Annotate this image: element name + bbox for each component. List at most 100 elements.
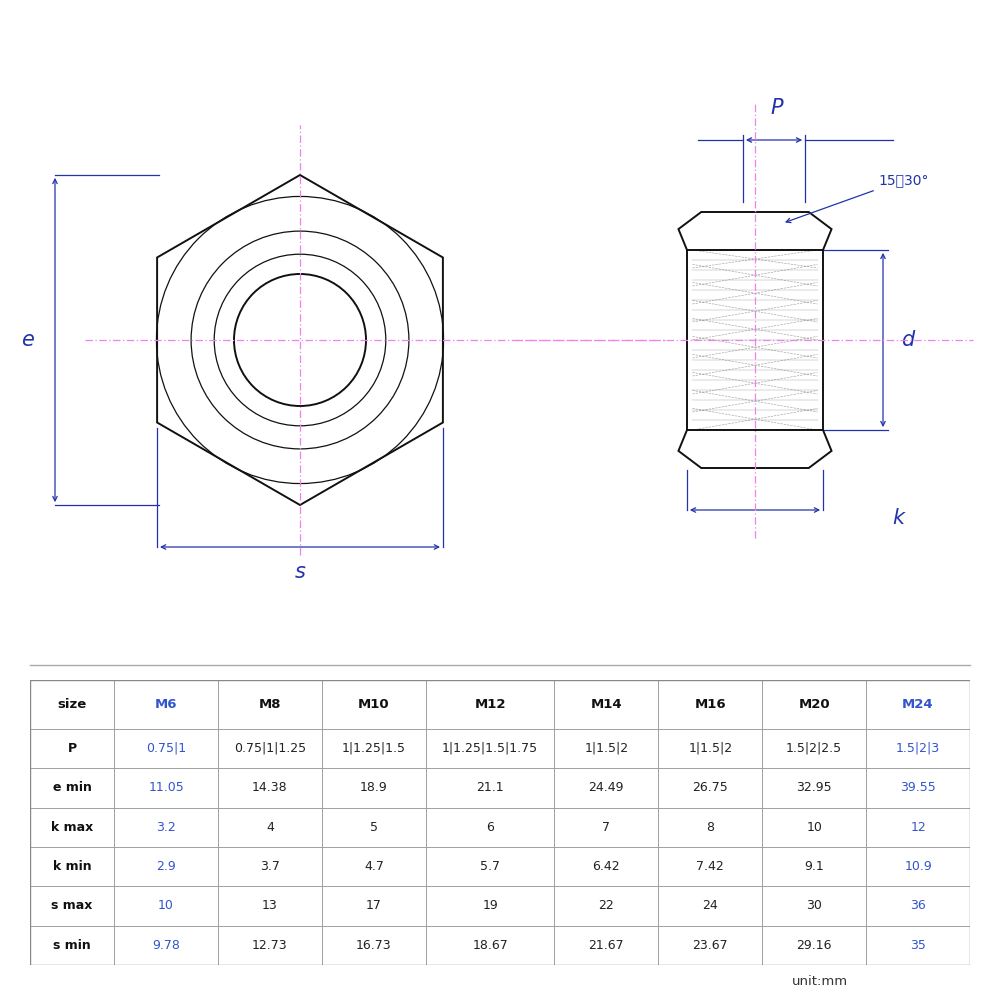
Text: 30: 30 xyxy=(806,899,822,912)
Bar xyxy=(554,729,658,768)
Text: e: e xyxy=(21,330,33,350)
Text: 1|1.25|1.5|1.75: 1|1.25|1.5|1.75 xyxy=(442,742,538,755)
Text: size: size xyxy=(57,698,87,711)
Bar xyxy=(114,808,218,847)
Bar xyxy=(762,729,866,768)
Text: P: P xyxy=(771,98,783,118)
Bar xyxy=(426,926,554,965)
Text: 0.75|1: 0.75|1 xyxy=(146,742,186,755)
Bar xyxy=(322,729,426,768)
Bar xyxy=(762,768,866,808)
Bar xyxy=(322,886,426,926)
Bar xyxy=(30,808,114,847)
Text: M10: M10 xyxy=(358,698,390,711)
Text: 18.67: 18.67 xyxy=(472,939,508,952)
Text: 6.42: 6.42 xyxy=(593,860,620,873)
Bar xyxy=(30,847,114,886)
Bar xyxy=(762,680,866,729)
Bar xyxy=(114,768,218,808)
Bar xyxy=(114,926,218,965)
Bar xyxy=(658,808,762,847)
Bar xyxy=(866,808,970,847)
Bar xyxy=(554,680,658,729)
Text: 9.78: 9.78 xyxy=(152,939,180,952)
Text: 32.95: 32.95 xyxy=(796,781,832,794)
Bar xyxy=(658,926,762,965)
Text: 19: 19 xyxy=(482,899,498,912)
Text: 11.05: 11.05 xyxy=(148,781,184,794)
Text: 24: 24 xyxy=(702,899,718,912)
Text: 17: 17 xyxy=(366,899,382,912)
Text: P: P xyxy=(67,742,77,755)
Text: s min: s min xyxy=(53,939,91,952)
Bar xyxy=(866,926,970,965)
Bar xyxy=(30,926,114,965)
Text: 12.73: 12.73 xyxy=(252,939,288,952)
Text: M6: M6 xyxy=(155,698,177,711)
Text: 39.55: 39.55 xyxy=(900,781,936,794)
Bar xyxy=(426,886,554,926)
Bar xyxy=(554,847,658,886)
Text: 7: 7 xyxy=(602,821,610,834)
Text: 10.9: 10.9 xyxy=(904,860,932,873)
Text: 22: 22 xyxy=(598,899,614,912)
Text: e min: e min xyxy=(53,781,91,794)
Bar xyxy=(658,847,762,886)
Bar xyxy=(30,680,114,729)
Text: 2.9: 2.9 xyxy=(156,860,176,873)
Bar xyxy=(554,926,658,965)
Bar xyxy=(866,768,970,808)
Text: 13: 13 xyxy=(262,899,278,912)
Text: M12: M12 xyxy=(474,698,506,711)
Bar xyxy=(426,729,554,768)
Bar xyxy=(762,808,866,847)
Bar xyxy=(218,847,322,886)
Bar xyxy=(218,729,322,768)
Text: 24.49: 24.49 xyxy=(589,781,624,794)
Text: M14: M14 xyxy=(591,698,622,711)
Text: d: d xyxy=(901,330,915,350)
Text: M20: M20 xyxy=(798,698,830,711)
Bar xyxy=(322,680,426,729)
Text: 9.1: 9.1 xyxy=(804,860,824,873)
Bar xyxy=(322,768,426,808)
Bar xyxy=(114,729,218,768)
Bar xyxy=(866,680,970,729)
Bar xyxy=(554,768,658,808)
Text: 10: 10 xyxy=(158,899,174,912)
Text: 18.9: 18.9 xyxy=(360,781,388,794)
Bar xyxy=(866,886,970,926)
Bar xyxy=(658,768,762,808)
Bar xyxy=(322,926,426,965)
Bar xyxy=(114,847,218,886)
Bar xyxy=(426,680,554,729)
Bar xyxy=(218,768,322,808)
Text: 5.7: 5.7 xyxy=(480,860,500,873)
Text: 36: 36 xyxy=(910,899,926,912)
Text: M24: M24 xyxy=(902,698,934,711)
Text: M8: M8 xyxy=(259,698,281,711)
Bar xyxy=(658,680,762,729)
Text: 5: 5 xyxy=(370,821,378,834)
Bar xyxy=(762,886,866,926)
Text: 4: 4 xyxy=(266,821,274,834)
Bar xyxy=(762,926,866,965)
Bar xyxy=(30,729,114,768)
Text: 29.16: 29.16 xyxy=(796,939,832,952)
Text: 0.75|1|1.25: 0.75|1|1.25 xyxy=(234,742,306,755)
Bar xyxy=(218,680,322,729)
Bar xyxy=(658,886,762,926)
Text: k min: k min xyxy=(53,860,91,873)
Text: 23.67: 23.67 xyxy=(692,939,728,952)
Text: M16: M16 xyxy=(694,698,726,711)
Text: 35: 35 xyxy=(910,939,926,952)
Bar xyxy=(866,847,970,886)
Bar xyxy=(554,808,658,847)
Bar xyxy=(554,886,658,926)
Bar xyxy=(426,847,554,886)
Bar xyxy=(658,729,762,768)
Bar xyxy=(218,926,322,965)
Text: 6: 6 xyxy=(486,821,494,834)
Text: unit:mm: unit:mm xyxy=(792,975,848,988)
Text: 1|1.25|1.5: 1|1.25|1.5 xyxy=(342,742,406,755)
